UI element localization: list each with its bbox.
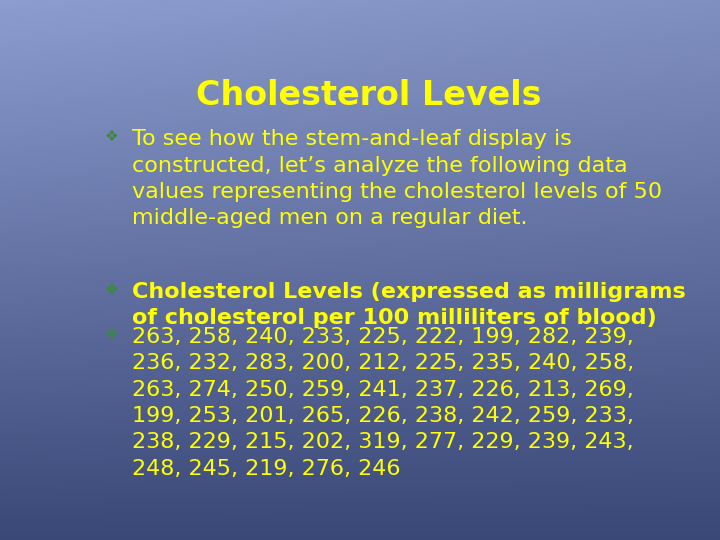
Text: ❖: ❖ xyxy=(104,282,118,297)
Text: To see how the stem-and-leaf display is
constructed, let’s analyze the following: To see how the stem-and-leaf display is … xyxy=(132,129,662,228)
Text: ❖: ❖ xyxy=(104,129,118,144)
Text: ❖: ❖ xyxy=(104,327,118,342)
Text: Cholesterol Levels (expressed as milligrams
of cholesterol per 100 milliliters o: Cholesterol Levels (expressed as milligr… xyxy=(132,282,685,328)
Text: Cholesterol Levels: Cholesterol Levels xyxy=(197,79,541,112)
Text: 263, 258, 240, 233, 225, 222, 199, 282, 239,
236, 232, 283, 200, 212, 225, 235, : 263, 258, 240, 233, 225, 222, 199, 282, … xyxy=(132,327,634,479)
